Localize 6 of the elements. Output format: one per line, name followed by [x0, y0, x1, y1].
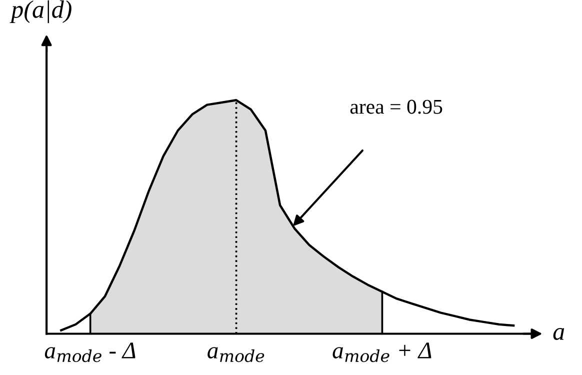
x-tick-label: a$_{mode}$	[208, 347, 264, 362]
x-tick-label: a$_{mode}$ + Δ	[332, 342, 432, 362]
y-axis-title: p(a|d)	[10, 0, 72, 24]
x-tick-label: a$_{mode}$ - Δ	[44, 342, 136, 362]
annotation: area = 0.95	[350, 100, 442, 114]
x-axis-title: a	[553, 328, 564, 340]
